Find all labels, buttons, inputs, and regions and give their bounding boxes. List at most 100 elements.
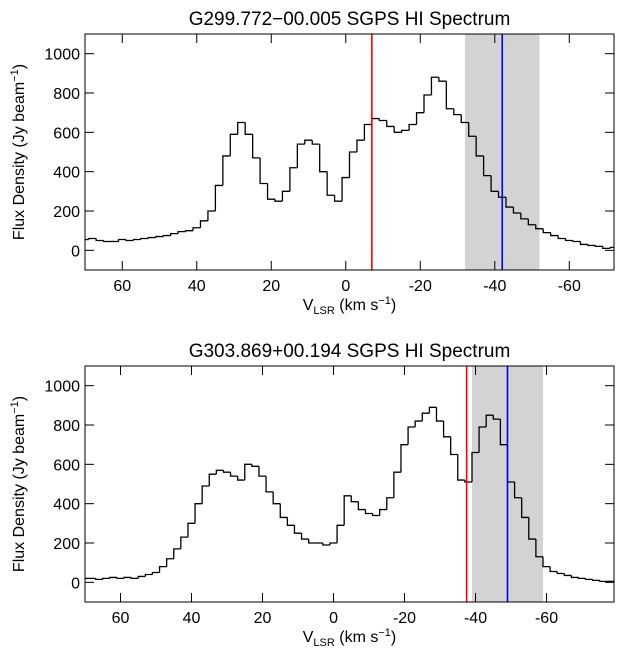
x-axis-label-part: LSR <box>313 305 334 317</box>
spectrum-step <box>579 241 588 246</box>
spectrum-step <box>513 482 522 499</box>
spectrum-step <box>265 476 274 493</box>
spectrum-step <box>237 121 246 135</box>
x-tick-label: -60 <box>535 610 558 627</box>
y-axis-label-part: ) <box>11 396 28 401</box>
spectrum-step <box>237 476 245 481</box>
spectrum-step <box>117 238 126 242</box>
spectrum-step <box>173 548 181 559</box>
x-axis-label-part: (km s <box>335 629 379 646</box>
spectrum-step <box>363 123 372 141</box>
spectrum-step <box>521 497 529 519</box>
spectrum-step <box>281 190 290 202</box>
spectrum-step <box>401 129 410 133</box>
spectrum-step <box>192 227 201 231</box>
spectrum-step <box>199 220 208 228</box>
spectrum-step <box>371 117 380 125</box>
spectrum-step <box>130 577 139 580</box>
x-tick-label: -40 <box>483 278 506 295</box>
x-tick-label: 60 <box>112 610 130 627</box>
spectrum-step <box>475 136 484 157</box>
spectrum-step <box>279 503 288 519</box>
spectrum-step <box>414 420 423 427</box>
spectrum-step <box>341 176 350 202</box>
spectrum-step <box>535 224 544 230</box>
spectrum-step <box>286 517 295 526</box>
spectrum-step <box>542 228 551 234</box>
spectrum-step <box>464 480 472 483</box>
spectrum-step <box>407 426 416 445</box>
spectrum-step <box>95 578 103 581</box>
x-tick-label: 0 <box>329 610 338 627</box>
spectrum-step <box>222 470 231 473</box>
spectrum-step <box>356 139 365 152</box>
spectrum-step <box>602 246 611 250</box>
spectrum-step <box>423 94 432 113</box>
spectrum-step <box>577 577 586 580</box>
spectrum-step <box>445 81 454 110</box>
spectrum-step <box>329 542 338 545</box>
x-tick-label: 20 <box>254 610 272 627</box>
y-axis-label-part: −1 <box>9 69 21 82</box>
spectrum-step <box>348 151 357 178</box>
spectrum-step <box>336 524 345 543</box>
spectrum-step <box>95 238 104 242</box>
spectrum-step <box>102 577 110 580</box>
spectrum-step <box>563 573 572 577</box>
x-tick-label: -20 <box>409 278 432 295</box>
spectrum-step <box>187 522 196 538</box>
spectrum-step <box>460 114 469 124</box>
spectrum-step <box>592 579 600 582</box>
spectrum-step <box>350 495 359 503</box>
spectrum-step <box>400 444 409 473</box>
spectrum-step <box>162 234 171 237</box>
x-axis-label-part: V <box>303 629 314 646</box>
spectrum-step <box>505 197 514 208</box>
x-tick-label: -40 <box>464 610 487 627</box>
spectrum-step <box>123 576 132 579</box>
spectrum-step <box>296 143 305 168</box>
spectrum-step <box>599 580 607 582</box>
spectrum-step <box>386 497 394 510</box>
spectrum-step <box>393 126 402 133</box>
spectrum-step <box>144 573 153 577</box>
x-axis-label-part: ) <box>391 629 396 646</box>
spectrum-step <box>274 199 283 202</box>
plot-frame <box>84 33 615 271</box>
spectrum-step <box>177 231 186 234</box>
spectrum-step <box>379 508 387 516</box>
spectrum-step <box>450 436 458 456</box>
spectrum-step <box>244 122 253 135</box>
x-axis-label-part: LSR <box>313 637 334 649</box>
x-tick-label: 20 <box>262 278 280 295</box>
spectrum-step <box>492 415 501 420</box>
spectrum-step <box>471 451 480 483</box>
spectrum-step <box>497 191 506 198</box>
spectrum-step <box>166 558 174 567</box>
spectrum-step <box>322 543 330 546</box>
spectrum-step <box>364 509 373 515</box>
spectrum-step <box>594 245 603 248</box>
spectrum-step <box>180 536 188 549</box>
spectrum-step <box>556 571 565 575</box>
spectrum-step <box>584 578 593 581</box>
spectrum-step <box>266 183 275 200</box>
spectrum-step <box>430 76 439 95</box>
spectrum-step <box>587 244 596 247</box>
y-tick-label: 200 <box>53 536 80 553</box>
spectrum-step <box>528 517 536 540</box>
spectrum-step <box>215 469 224 475</box>
spectrum-step <box>147 236 156 239</box>
spectrum-step <box>158 565 167 573</box>
spectrum-step <box>386 120 395 128</box>
x-axis-label-part: ) <box>391 297 396 314</box>
spectrum-step <box>442 421 451 438</box>
spectrum-step <box>207 210 216 221</box>
x-tick-label: -60 <box>558 278 581 295</box>
y-tick-label: 600 <box>53 125 80 142</box>
spectrum-step <box>421 412 430 422</box>
x-tick-label: 40 <box>183 610 201 627</box>
spectrum-step <box>570 575 579 579</box>
